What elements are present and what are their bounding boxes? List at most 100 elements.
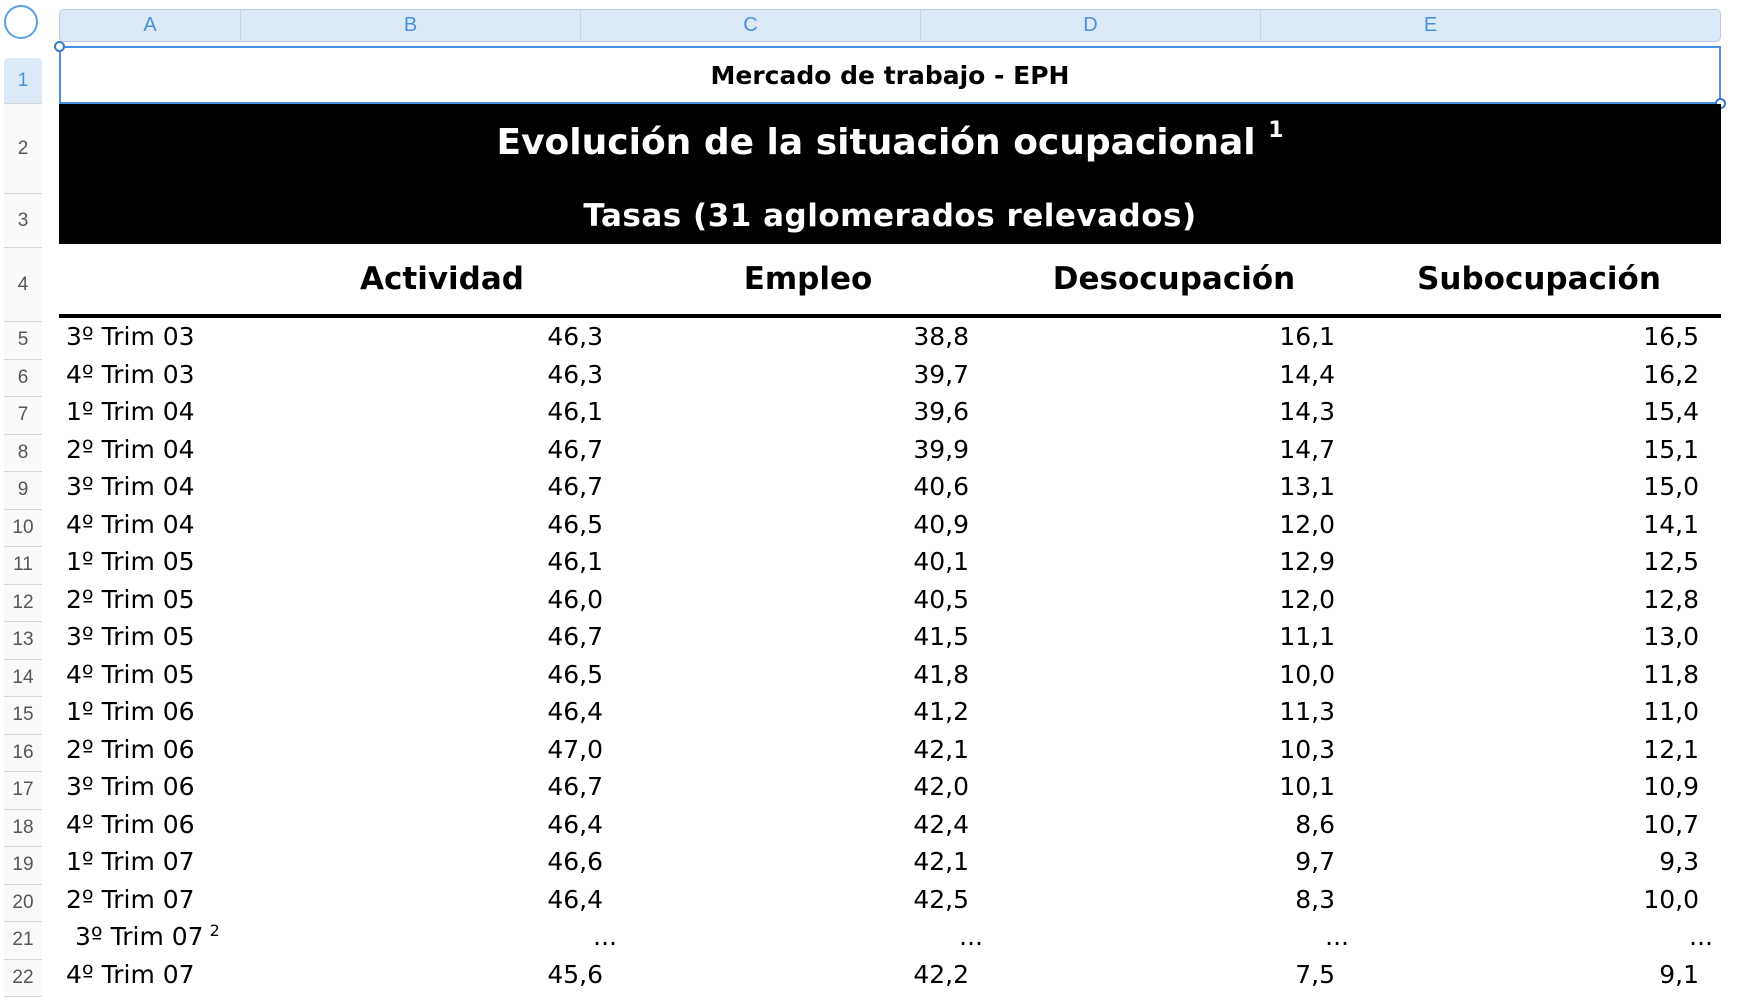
subocupacion-cell[interactable]: 13,0	[1357, 618, 1721, 656]
period-cell[interactable]: 3º Trim 03	[59, 318, 259, 356]
row-header-17[interactable]: 17	[4, 772, 42, 810]
row-header-1[interactable]: 1	[4, 58, 42, 104]
actividad-cell[interactable]: 46,7	[259, 468, 625, 506]
period-cell[interactable]: 2º Trim 05	[59, 581, 259, 619]
subocupacion-cell[interactable]: 14,1	[1357, 506, 1721, 544]
desocupacion-cell[interactable]: 14,7	[991, 431, 1357, 469]
empleo-cell[interactable]: 42,2	[625, 956, 991, 994]
subocupacion-cell[interactable]: 16,5	[1357, 318, 1721, 356]
header-desocupacion[interactable]: Desocupación	[1052, 261, 1296, 297]
empleo-cell[interactable]: 42,0	[625, 768, 991, 806]
column-header-a[interactable]: A	[60, 10, 241, 41]
subocupacion-cell[interactable]: 15,4	[1357, 393, 1721, 431]
empleo-cell[interactable]: 42,1	[625, 731, 991, 769]
row-header-9[interactable]: 9	[4, 472, 42, 510]
period-cell[interactable]: 1º Trim 06	[59, 693, 259, 731]
actividad-cell[interactable]: 46,4	[259, 806, 625, 844]
desocupacion-cell[interactable]: 16,1	[991, 318, 1357, 356]
actividad-cell[interactable]: ...	[259, 918, 625, 956]
desocupacion-cell[interactable]: 7,5	[991, 956, 1357, 994]
header-cell-a[interactable]	[59, 244, 259, 314]
subocupacion-cell[interactable]: 15,1	[1357, 431, 1721, 469]
empleo-cell[interactable]: 39,6	[625, 393, 991, 431]
row-header-18[interactable]: 18	[4, 810, 42, 847]
subocupacion-cell[interactable]: 9,1	[1357, 956, 1721, 994]
subocupacion-cell[interactable]: 11,8	[1357, 656, 1721, 694]
period-cell[interactable]: 4º Trim 03	[59, 356, 259, 394]
column-header-c[interactable]: C	[581, 10, 921, 41]
period-cell[interactable]: 3º Trim 06	[59, 768, 259, 806]
desocupacion-cell[interactable]: 10,1	[991, 768, 1357, 806]
desocupacion-cell[interactable]: 11,3	[991, 693, 1357, 731]
subocupacion-cell[interactable]: ...	[1357, 918, 1721, 956]
period-cell[interactable]: 4º Trim 04	[59, 506, 259, 544]
period-cell[interactable]: 2º Trim 07	[59, 881, 259, 919]
subocupacion-cell[interactable]: 11,0	[1357, 693, 1721, 731]
desocupacion-cell[interactable]: 12,0	[991, 581, 1357, 619]
empleo-cell[interactable]: 42,4	[625, 806, 991, 844]
row-header-5[interactable]: 5	[4, 322, 42, 360]
header-empleo[interactable]: Empleo	[743, 261, 873, 297]
desocupacion-cell[interactable]: 9,7	[991, 843, 1357, 881]
subocupacion-cell[interactable]: 12,1	[1357, 731, 1721, 769]
subocupacion-cell[interactable]: 9,3	[1357, 843, 1721, 881]
selection-handle-top-left[interactable]	[54, 41, 65, 52]
row-header-6[interactable]: 6	[4, 360, 42, 397]
empleo-cell[interactable]: 40,9	[625, 506, 991, 544]
desocupacion-cell[interactable]: 10,3	[991, 731, 1357, 769]
desocupacion-cell[interactable]: 12,0	[991, 506, 1357, 544]
empleo-cell[interactable]: 40,1	[625, 543, 991, 581]
subocupacion-cell[interactable]: 16,2	[1357, 356, 1721, 394]
period-cell[interactable]: 4º Trim 07	[59, 956, 259, 994]
actividad-cell[interactable]: 46,4	[259, 881, 625, 919]
row-header-7[interactable]: 7	[4, 397, 42, 435]
header-actividad[interactable]: Actividad	[360, 261, 524, 297]
subocupacion-cell[interactable]: 15,0	[1357, 468, 1721, 506]
desocupacion-cell[interactable]: 8,6	[991, 806, 1357, 844]
row-header-19[interactable]: 19	[4, 847, 42, 885]
actividad-cell[interactable]: 46,4	[259, 693, 625, 731]
header-subocupacion[interactable]: Subocupación	[1417, 261, 1661, 297]
empleo-cell[interactable]: 38,8	[625, 318, 991, 356]
row-header-14[interactable]: 14	[4, 660, 42, 697]
empleo-cell[interactable]: ...	[625, 918, 991, 956]
subocupacion-cell[interactable]: 12,5	[1357, 543, 1721, 581]
actividad-cell[interactable]: 47,0	[259, 731, 625, 769]
subocupacion-cell[interactable]: 10,7	[1357, 806, 1721, 844]
empleo-cell[interactable]: 39,9	[625, 431, 991, 469]
row-header-3[interactable]: 3	[4, 194, 42, 248]
empleo-cell[interactable]: 42,5	[625, 881, 991, 919]
select-all-icon[interactable]	[4, 5, 38, 39]
row-header-20[interactable]: 20	[4, 885, 42, 922]
desocupacion-cell[interactable]: 8,3	[991, 881, 1357, 919]
period-cell[interactable]: 3º Trim 05	[59, 618, 259, 656]
period-cell[interactable]: 1º Trim 04	[59, 393, 259, 431]
actividad-cell[interactable]: 46,1	[259, 393, 625, 431]
empleo-cell[interactable]: 40,6	[625, 468, 991, 506]
select-all-corner[interactable]	[0, 0, 46, 46]
period-cell[interactable]: 4º Trim 06	[59, 806, 259, 844]
title-banner[interactable]: Evolución de la situación ocupacional 1 …	[59, 104, 1721, 244]
desocupacion-cell[interactable]: 13,1	[991, 468, 1357, 506]
empleo-cell[interactable]: 41,8	[625, 656, 991, 694]
desocupacion-cell[interactable]: 14,3	[991, 393, 1357, 431]
actividad-cell[interactable]: 46,3	[259, 318, 625, 356]
subocupacion-cell[interactable]: 10,9	[1357, 768, 1721, 806]
actividad-cell[interactable]: 46,6	[259, 843, 625, 881]
desocupacion-cell[interactable]: 10,0	[991, 656, 1357, 694]
actividad-cell[interactable]: 46,7	[259, 431, 625, 469]
empleo-cell[interactable]: 41,2	[625, 693, 991, 731]
period-cell[interactable]: 1º Trim 05	[59, 543, 259, 581]
empleo-cell[interactable]: 40,5	[625, 581, 991, 619]
actividad-cell[interactable]: 46,7	[259, 618, 625, 656]
row-header-16[interactable]: 16	[4, 735, 42, 772]
period-cell[interactable]: 1º Trim 07	[59, 843, 259, 881]
empleo-cell[interactable]: 39,7	[625, 356, 991, 394]
actividad-cell[interactable]: 46,1	[259, 543, 625, 581]
desocupacion-cell[interactable]: 11,1	[991, 618, 1357, 656]
desocupacion-cell[interactable]: 14,4	[991, 356, 1357, 394]
row-header-8[interactable]: 8	[4, 435, 42, 472]
period-cell[interactable]: 2º Trim 04	[59, 431, 259, 469]
row-header-15[interactable]: 15	[4, 697, 42, 735]
row-header-2[interactable]: 2	[4, 104, 42, 194]
